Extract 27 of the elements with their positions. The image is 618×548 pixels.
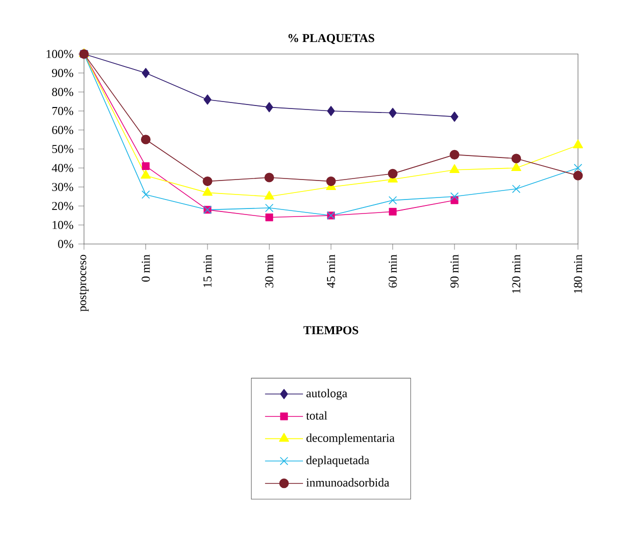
x-tick-label: 45 min (326, 254, 336, 288)
y-tick-label: 0% (58, 240, 74, 248)
x-tick-label: 60 min (388, 254, 397, 288)
legend-label: autologa (306, 388, 348, 400)
legend-label: decomplementaria (306, 434, 395, 444)
x-tick-label: 120 min (512, 254, 520, 294)
x-tick-label: postproceso (79, 254, 89, 312)
y-tick-label: 80% (52, 88, 74, 96)
y-tick-label: 90% (52, 68, 74, 78)
x-tick-label: 30 min (265, 254, 274, 288)
x-tick-label: 0 min (142, 254, 150, 282)
y-tick-label: 10% (52, 220, 74, 230)
y-tick-label: 20% (52, 202, 74, 210)
chart-title: % PLAQUETAS (288, 34, 374, 44)
x-tick-label: 180 min (574, 254, 582, 294)
x-tick-label: 15 min (203, 254, 212, 288)
legend-label: inmunoadsorbida (306, 478, 390, 487)
y-tick-label: 30% (52, 182, 74, 192)
y-tick-label: 50% (52, 144, 74, 154)
y-tick-label: 100% (46, 50, 74, 58)
legend-label: deplaquetada (306, 456, 370, 467)
y-tick-label: 40% (52, 164, 74, 172)
y-tick-label: 60% (52, 126, 74, 134)
legend-label: total (306, 411, 328, 420)
y-tick-label: 70% (52, 106, 74, 116)
x-axis-title: TIEMPOS (304, 326, 358, 334)
x-tick-label: 90 min (450, 254, 459, 288)
